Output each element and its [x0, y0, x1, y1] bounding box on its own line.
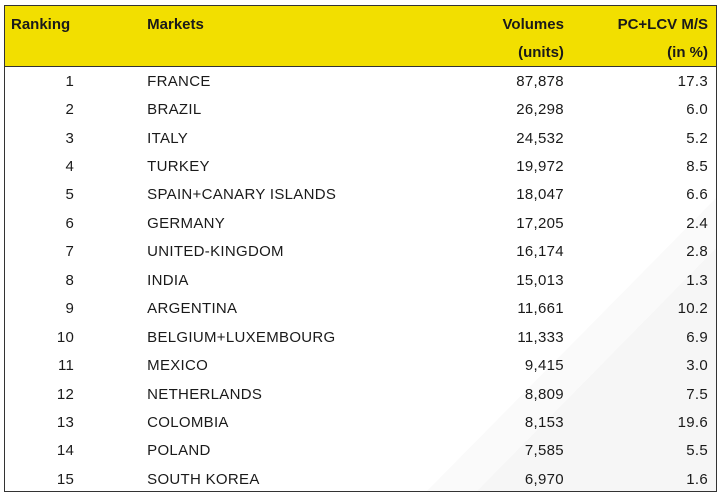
market-cell: TURKEY	[147, 158, 210, 176]
rank-cell: 12	[56, 385, 75, 403]
market-cell: GERMANY	[147, 214, 226, 232]
volume-cell: 15,013	[516, 271, 564, 289]
header-markets: Markets	[147, 15, 204, 33]
header-row-units: (units) (in %)	[5, 38, 716, 67]
table-row: 15 SOUTH KOREA 6,970 1.6	[5, 465, 716, 491]
rank-cell: 15	[56, 470, 75, 488]
table-row: 8 INDIA 15,013 1.3	[5, 266, 716, 294]
rank-cell: 5	[65, 186, 75, 204]
rank-cell: 4	[65, 158, 75, 176]
volume-cell: 9,415	[524, 357, 564, 375]
market-cell: NETHERLANDS	[147, 385, 263, 403]
market-cell: FRANCE	[82, 66, 391, 96]
market-share-cell: 19.6	[677, 413, 708, 431]
table-row: 10 BELGIUM+LUXEMBOURG 11,333 6.9	[5, 323, 716, 351]
rank-cell: 8	[65, 271, 75, 289]
rank-cell: 11	[57, 357, 75, 375]
table-row: 13 COLOMBIA 8,153 19.6	[5, 408, 716, 436]
market-cell: UNITED-KINGDOM	[147, 243, 284, 261]
market-share-cell: 1.3	[686, 271, 708, 289]
header-ranking: Ranking	[11, 15, 71, 33]
market-share-cell: 6.0	[686, 101, 708, 119]
volume-cell: 6,970	[524, 470, 564, 488]
market-share-cell: 6.6	[686, 186, 708, 204]
market-share-cell: 7.5	[686, 385, 708, 403]
table-row: 3 ITALY 24,532 5.2	[5, 124, 716, 152]
table-row: 14 POLAND 7,585 5.5	[5, 437, 716, 465]
market-share-cell: 2.4	[686, 214, 708, 232]
market-cell: POLAND	[147, 442, 211, 460]
rank-cell: 3	[65, 129, 75, 147]
header-row-labels: Ranking Markets Volumes PC+LCV M/S	[5, 6, 716, 38]
market-share-cell: 17.3	[571, 66, 716, 96]
market-share-cell: 5.2	[686, 129, 708, 147]
table-header: Ranking Markets Volumes PC+LCV M/S (unit…	[5, 6, 716, 67]
market-cell: SPAIN+CANARY ISLANDS	[147, 186, 337, 204]
market-cell: INDIA	[147, 271, 189, 289]
volume-cell: 87,878	[390, 66, 572, 96]
ranking-table: Ranking Markets Volumes PC+LCV M/S (unit…	[4, 5, 717, 492]
header-market-share-unit: (in %)	[667, 43, 708, 61]
market-cell: ITALY	[147, 129, 189, 147]
rank-cell: 6	[65, 214, 75, 232]
market-cell: BELGIUM+LUXEMBOURG	[147, 328, 336, 346]
volume-cell: 11,333	[517, 328, 564, 346]
volume-cell: 24,532	[516, 129, 564, 147]
header-volumes: Volumes	[502, 15, 564, 33]
market-share-cell: 2.8	[686, 243, 708, 261]
market-share-cell: 5.5	[686, 442, 708, 460]
table-row: 6 GERMANY 17,205 2.4	[5, 209, 716, 237]
rank-cell: 13	[56, 413, 75, 431]
volume-cell: 11,661	[517, 300, 564, 318]
market-share-cell: 10.2	[677, 300, 708, 318]
rank-cell: 10	[56, 328, 75, 346]
table-body: 1 FRANCE 87,878 17.3 2 BRAZIL 26,298 6.0 3 ITALY 2…	[5, 66, 716, 492]
table-row: 11 MEXICO 9,415 3.0	[5, 351, 716, 379]
market-share-cell: 8.5	[686, 158, 708, 176]
header-volumes-unit: (units)	[518, 43, 564, 61]
table-row: 4 TURKEY 19,972 8.5	[5, 152, 716, 180]
rank-cell: 7	[65, 243, 75, 261]
header-ranking-unit	[5, 38, 82, 67]
volume-cell: 17,205	[516, 214, 564, 232]
header-markets-unit	[82, 38, 391, 67]
table-row: 1 FRANCE 87,878 17.3	[5, 66, 716, 96]
volume-cell: 19,972	[516, 158, 564, 176]
market-share-cell: 1.6	[686, 470, 708, 488]
market-cell: BRAZIL	[147, 101, 202, 119]
volume-cell: 8,809	[524, 385, 564, 403]
market-share-cell: 3.0	[686, 357, 708, 375]
market-share-cell: 6.9	[686, 328, 708, 346]
market-cell: MEXICO	[147, 357, 209, 375]
data-table: Ranking Markets Volumes PC+LCV M/S (unit…	[5, 6, 716, 492]
market-cell: SOUTH KOREA	[147, 470, 260, 488]
table-row: 2 BRAZIL 26,298 6.0	[5, 95, 716, 123]
volume-cell: 8,153	[524, 413, 564, 431]
volume-cell: 16,174	[516, 243, 564, 261]
rank-cell: 14	[56, 442, 75, 460]
market-cell: ARGENTINA	[147, 300, 238, 318]
volume-cell: 7,585	[524, 442, 564, 460]
rank-cell: 2	[65, 101, 75, 119]
table-row: 12 NETHERLANDS 8,809 7.5	[5, 380, 716, 408]
table-row: 9 ARGENTINA 11,661 10.2	[5, 295, 716, 323]
header-market-share: PC+LCV M/S	[617, 15, 708, 33]
volume-cell: 18,047	[516, 186, 564, 204]
volume-cell: 26,298	[516, 101, 564, 119]
table-row: 7 UNITED-KINGDOM 16,174 2.8	[5, 238, 716, 266]
market-cell: COLOMBIA	[147, 413, 229, 431]
table-row: 5 SPAIN+CANARY ISLANDS 18,047 6.6	[5, 181, 716, 209]
rank-cell: 1	[5, 66, 83, 96]
rank-cell: 9	[65, 300, 75, 318]
